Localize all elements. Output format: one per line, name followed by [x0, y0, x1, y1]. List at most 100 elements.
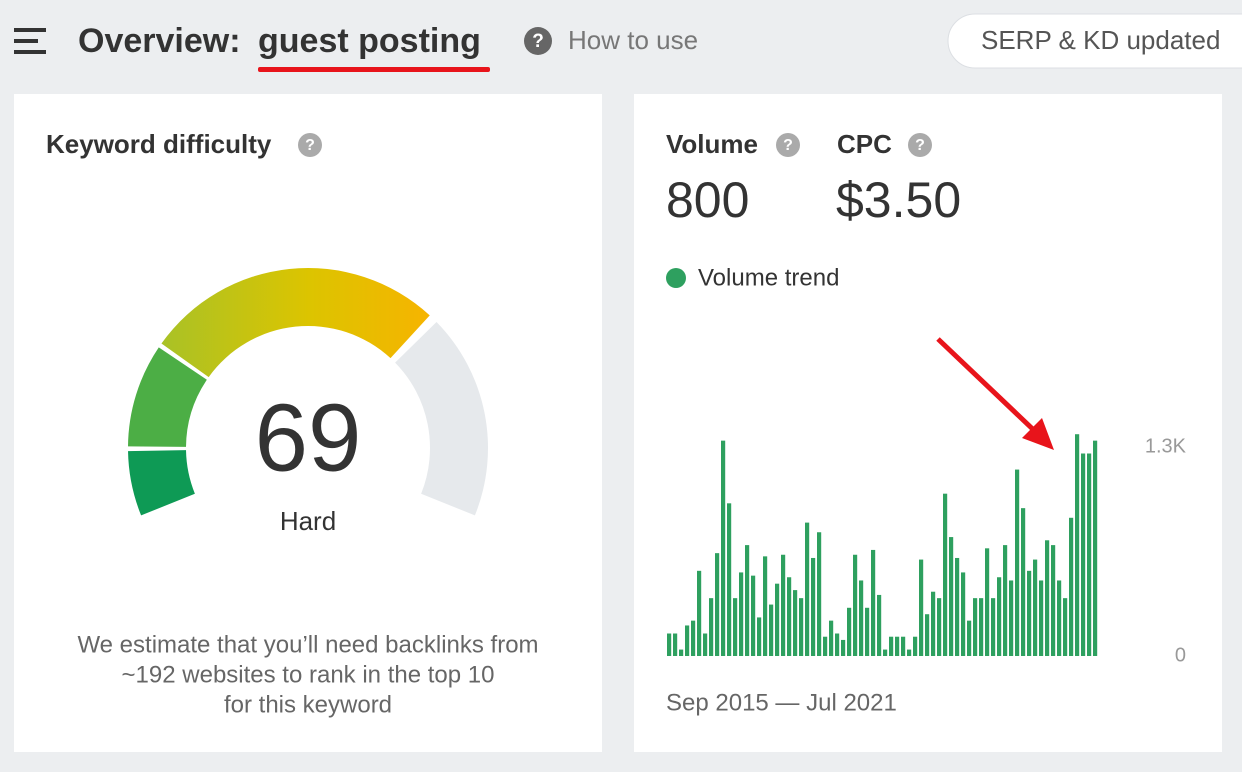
bar	[793, 590, 798, 656]
bar	[745, 545, 750, 656]
bar	[1093, 440, 1098, 656]
bar	[991, 598, 996, 656]
bar	[889, 636, 894, 656]
bar	[997, 577, 1002, 656]
bar	[901, 636, 906, 656]
kd-card	[14, 94, 602, 752]
bar	[835, 633, 840, 656]
bar	[967, 620, 972, 656]
menu-line	[14, 28, 46, 32]
help-icon: ?	[305, 137, 315, 154]
bar	[673, 633, 678, 656]
page-title: Overview:	[78, 22, 241, 60]
kd-note: ~192 websites to rank in the top 10	[122, 661, 495, 688]
bar	[805, 522, 810, 656]
bar	[985, 548, 990, 656]
bar	[913, 636, 918, 656]
bar	[757, 617, 762, 656]
gauge-fill	[161, 268, 430, 378]
status-text: SERP & KD updated	[981, 25, 1220, 55]
bar	[775, 583, 780, 656]
bar	[709, 598, 714, 656]
bar	[781, 554, 786, 656]
bar	[811, 557, 816, 656]
red-underline	[258, 67, 490, 72]
menu-line	[14, 50, 46, 54]
bar	[1045, 540, 1050, 656]
chart-period: Sep 2015 — Jul 2021	[666, 689, 897, 716]
bar	[751, 575, 756, 656]
help-icon-circle	[776, 133, 800, 157]
kd-note: for this keyword	[224, 691, 392, 718]
bar	[919, 559, 924, 656]
red-arrow	[936, 337, 1042, 438]
kd-title: Keyword difficulty	[46, 129, 272, 159]
gauge	[128, 268, 488, 516]
bar	[1075, 434, 1080, 656]
bar	[685, 625, 690, 656]
kd-score: 69	[255, 384, 362, 491]
bar	[787, 577, 792, 656]
bar	[739, 572, 744, 656]
bar	[1027, 570, 1032, 656]
bar	[727, 503, 732, 656]
y-tick-label: 0	[1175, 644, 1186, 666]
bar	[697, 570, 702, 656]
volume-value: 800	[666, 172, 749, 228]
bar	[1087, 453, 1092, 656]
menu-icon[interactable]	[14, 28, 46, 54]
gauge-segment	[128, 450, 195, 516]
bar	[931, 591, 936, 656]
kd-label: Hard	[280, 506, 336, 536]
bar	[973, 598, 978, 656]
bar	[769, 604, 774, 656]
bar	[907, 649, 912, 656]
bar	[853, 554, 858, 656]
bar	[883, 649, 888, 656]
help-icon-circle	[298, 133, 322, 157]
bar	[925, 614, 930, 656]
help-icon-circle	[908, 133, 932, 157]
bar	[1051, 545, 1056, 656]
bar	[1063, 598, 1068, 656]
bar	[721, 440, 726, 656]
bar	[859, 580, 864, 656]
bar	[1003, 545, 1008, 656]
bar	[871, 549, 876, 656]
bar	[943, 493, 948, 656]
bar	[1057, 580, 1062, 656]
bar	[841, 639, 846, 656]
bar	[1021, 508, 1026, 656]
bar	[817, 532, 822, 656]
bar	[955, 557, 960, 656]
kd-note: We estimate that you’ll need backlinks f…	[77, 631, 538, 658]
bar	[949, 537, 954, 656]
help-icon: ?	[532, 31, 544, 52]
chart-title: Volume trend	[698, 264, 839, 291]
y-tick-label: 1.3K	[1145, 435, 1187, 457]
bar	[979, 598, 984, 656]
bar	[1009, 580, 1014, 656]
bar	[799, 598, 804, 656]
bar	[679, 649, 684, 656]
bar	[823, 636, 828, 656]
help-link[interactable]: ? How to use	[524, 25, 698, 55]
bars	[667, 434, 1098, 656]
page-keyword: guest posting	[258, 22, 481, 60]
bar	[829, 620, 834, 656]
bar	[865, 607, 870, 656]
bar	[1081, 453, 1086, 656]
legend-dot	[666, 268, 686, 288]
help-link-text: How to use	[568, 25, 698, 55]
bar	[847, 607, 852, 656]
bar	[895, 636, 900, 656]
bar	[763, 556, 768, 656]
bar	[877, 594, 882, 656]
help-icon: ?	[783, 137, 793, 154]
bar	[1033, 559, 1038, 656]
volume-label: Volume	[666, 129, 758, 159]
status-pill[interactable]	[947, 13, 1242, 69]
cpc-value: $3.50	[836, 172, 961, 228]
bar	[733, 598, 738, 656]
